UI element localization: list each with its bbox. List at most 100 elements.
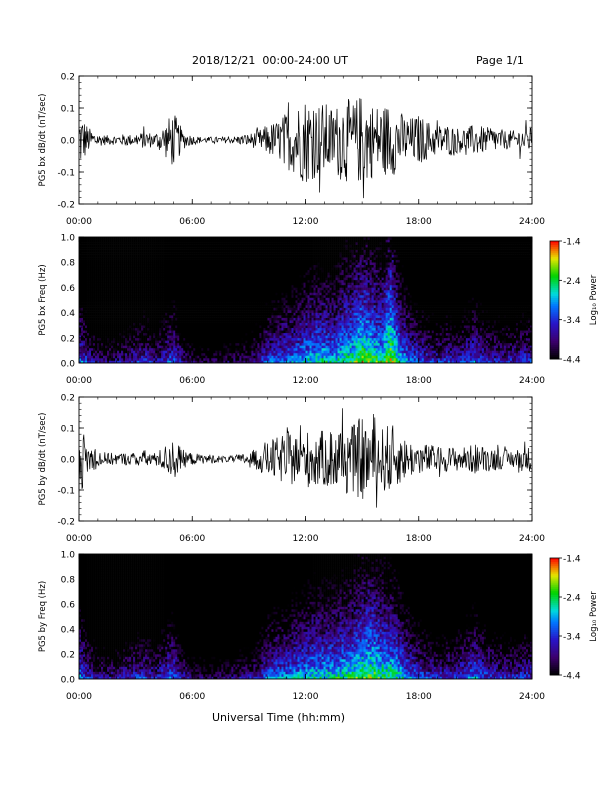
spectrogram-cell — [123, 310, 126, 313]
spectrogram-cell — [265, 264, 268, 268]
spectrogram-cell — [241, 350, 244, 354]
spectrogram-cell — [171, 327, 174, 331]
spectrogram-cell — [209, 289, 212, 293]
spectrogram-cell — [199, 300, 202, 303]
spectrogram-cell — [129, 310, 132, 313]
spectrogram-cell — [175, 279, 178, 283]
spectrogram-cell — [183, 337, 186, 341]
spectrogram-cell — [91, 360, 94, 364]
spectrogram-cell — [151, 345, 154, 349]
spectrogram-cell — [89, 267, 92, 271]
spectrogram-cell — [159, 259, 162, 263]
spectrogram-cell — [201, 320, 204, 323]
spectrogram-cell — [241, 315, 244, 318]
spectrogram-cell — [119, 327, 122, 331]
spectrogram-cell — [125, 282, 128, 286]
spectrogram-cell — [147, 272, 150, 276]
spectrogram-cell — [137, 340, 140, 344]
spectrogram-cell — [111, 350, 114, 354]
spectrogram-cell — [165, 305, 168, 308]
spectrogram-cell — [85, 302, 88, 306]
spectrogram-cell — [203, 317, 206, 321]
spectrogram-cell — [113, 274, 116, 278]
spectrogram-cell — [263, 352, 266, 356]
spectrogram-cell — [195, 345, 198, 349]
spectrogram-cell — [169, 357, 172, 361]
spectrogram-cell — [183, 272, 186, 276]
spectrogram-cell — [109, 335, 112, 339]
spectrogram-cell — [115, 267, 118, 271]
spectrogram-cell — [265, 315, 268, 318]
spectrogram-cell — [265, 277, 268, 281]
spectrogram-cell — [137, 252, 140, 255]
spectrogram-cell — [115, 355, 118, 359]
spectrogram-cell — [137, 267, 140, 271]
spectrogram-cell — [197, 262, 200, 266]
spectrogram-cell — [181, 337, 184, 341]
spectrogram-cell — [231, 237, 234, 240]
spectrogram-cell — [249, 332, 252, 336]
spectrogram-cell — [163, 254, 166, 258]
spectrogram-cell — [101, 257, 104, 260]
spectrogram-cell — [105, 237, 108, 240]
spectrogram-cell — [179, 274, 182, 278]
spectrogram-cell — [179, 284, 182, 288]
spectrogram-cell — [211, 284, 214, 288]
spectrogram-cell — [199, 320, 202, 323]
spectrogram-cell — [109, 274, 112, 278]
spectrogram-cell — [135, 350, 138, 354]
spectrogram-cell — [135, 284, 138, 288]
spectrogram-cell — [213, 294, 216, 298]
spectrogram-cell — [135, 337, 138, 341]
spectrogram-cell — [81, 239, 84, 243]
spectrogram-cell — [203, 237, 206, 240]
spectrogram-cell — [167, 284, 170, 288]
spectrogram-cell — [201, 355, 204, 359]
spectrogram-cell — [193, 297, 196, 301]
spectrogram-cell — [233, 322, 236, 326]
spectrogram-cell — [191, 262, 194, 266]
spectrogram-cell — [91, 350, 94, 354]
spectrogram-cell — [217, 305, 220, 308]
spectrogram-cell — [225, 345, 228, 349]
spectrogram-cell — [133, 239, 136, 243]
spectrogram-cell — [265, 312, 268, 316]
spectrogram-cell — [129, 327, 132, 331]
spectrogram-cell — [241, 330, 244, 334]
spectrogram-cell — [151, 315, 154, 318]
spectrogram-cell — [247, 320, 250, 323]
spectrogram-cell — [221, 267, 224, 271]
spectrogram-cell — [87, 342, 90, 346]
spectrogram-cell — [151, 307, 154, 311]
spectrogram-cell — [265, 302, 268, 306]
spectrogram-cell — [245, 330, 248, 334]
spectrogram-cell — [171, 249, 174, 253]
spectrogram-cell — [187, 317, 190, 321]
spectrogram-cell — [117, 282, 120, 286]
spectrogram-cell — [255, 300, 258, 303]
spectrogram-cell — [239, 297, 242, 301]
spectrogram-cell — [143, 330, 146, 334]
spectrogram-cell — [143, 357, 146, 361]
spectrogram-cell — [135, 239, 138, 243]
spectrogram-cell — [173, 277, 176, 281]
spectrogram-cell — [167, 294, 170, 298]
spectrogram-cell — [189, 294, 192, 298]
spectrogram-cell — [81, 327, 84, 331]
spectrogram-cell — [159, 249, 162, 253]
spectrogram-cell — [85, 277, 88, 281]
spectrogram-cell — [157, 335, 160, 339]
spectrogram-cell — [211, 310, 214, 313]
spectrogram-cell — [225, 267, 228, 271]
spectrogram-cell — [235, 305, 238, 308]
spectrogram-cell — [167, 267, 170, 271]
spectrogram-cell — [183, 274, 186, 278]
spectrogram-cell — [219, 357, 222, 361]
spectrogram-cell — [171, 337, 174, 341]
spectrogram-cell — [195, 335, 198, 339]
spectrogram-cell — [259, 289, 262, 293]
spectrogram-cell — [201, 342, 204, 346]
spectrogram-cell — [237, 242, 240, 245]
spectrogram-cell — [91, 310, 94, 313]
spectrogram-cell — [117, 242, 120, 245]
